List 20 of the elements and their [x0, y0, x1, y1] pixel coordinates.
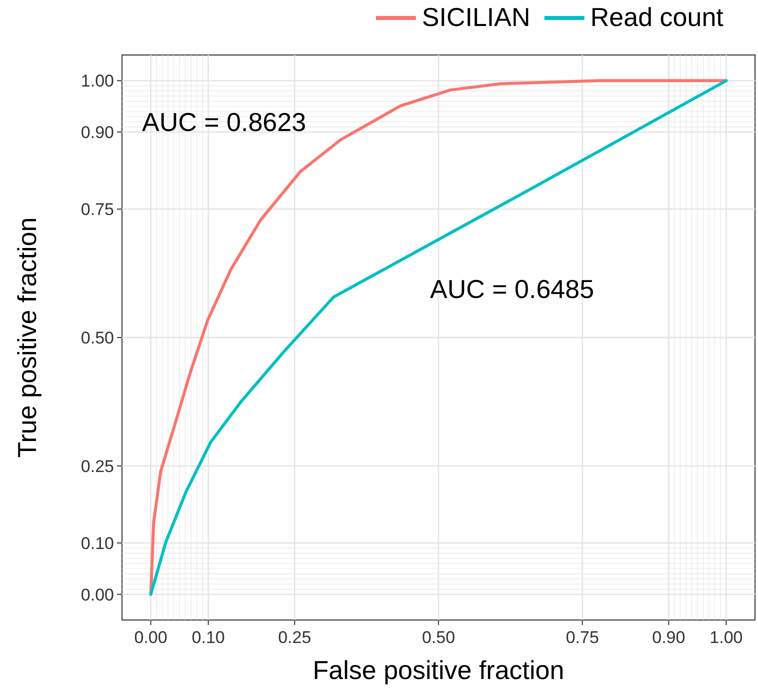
y-tick-label: 0.75	[80, 200, 114, 220]
y-tick-label: 0.00	[80, 585, 114, 604]
y-axis-title: True positive fraction	[12, 217, 42, 458]
y-tick-label: 0.10	[80, 534, 114, 553]
y-tick-label: 0.25	[80, 456, 114, 476]
x-tick-label: 0.75	[566, 628, 599, 647]
x-tick-label: 0.90	[652, 628, 686, 647]
x-tick-label: 0.00	[134, 628, 168, 647]
x-tick-label: 0.10	[192, 628, 225, 647]
y-tick-label: 0.90	[80, 123, 114, 142]
annotation: AUC = 0.8623	[142, 107, 306, 137]
x-tick-label: 0.25	[278, 628, 312, 647]
x-tick-label: 0.50	[422, 628, 456, 647]
legend-label: Read count	[590, 2, 724, 32]
annotation: AUC = 0.6485	[430, 274, 594, 304]
y-tick-label: 0.50	[80, 328, 114, 348]
legend-label: SICILIAN	[422, 2, 530, 32]
x-axis-title: False positive fraction	[312, 655, 564, 685]
x-tick-label: 1.00	[710, 628, 743, 647]
y-tick-label: 1.00	[80, 72, 114, 91]
